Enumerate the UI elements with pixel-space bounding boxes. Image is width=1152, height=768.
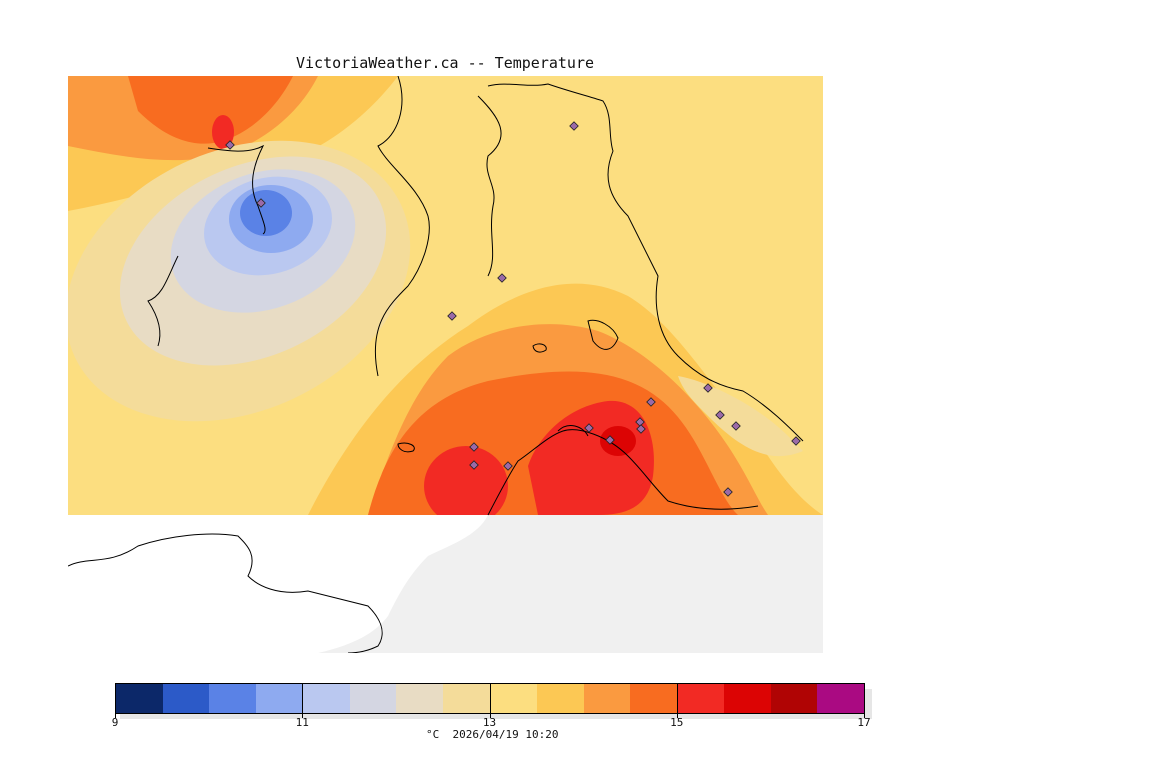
colorbar-swatch (630, 684, 677, 713)
map-svg (68, 76, 823, 653)
colorbar-swatch (676, 684, 725, 713)
colorbar-swatch (162, 684, 210, 713)
temperature-map[interactable] (68, 76, 823, 653)
station-marker[interactable] (569, 121, 579, 131)
colorbar-swatch (302, 684, 350, 713)
station-marker[interactable] (703, 383, 713, 393)
colorbar-tick-label: 17 (857, 716, 871, 729)
colorbar-swatch (537, 684, 584, 713)
colorbar-swatch (817, 684, 864, 713)
station-marker[interactable] (791, 436, 801, 446)
colorbar-tick-label: 9 (111, 716, 119, 729)
colorbar-tick (115, 714, 116, 718)
station-marker[interactable] (636, 424, 646, 434)
station-marker[interactable] (225, 140, 235, 150)
colorbar-tick-label: 11 (295, 716, 309, 729)
station-marker[interactable] (715, 410, 725, 420)
colorbar-tick-label: 13 (482, 716, 497, 729)
station-marker[interactable] (469, 460, 479, 470)
colorbar-swatch (396, 684, 443, 713)
station-marker[interactable] (469, 442, 479, 452)
no-data-land (68, 515, 488, 653)
colorbar-tick-label: 15 (670, 716, 684, 729)
chart-title: VictoriaWeather.ca -- Temperature (296, 54, 595, 72)
coastlines (147, 76, 804, 516)
colorbar-swatch (442, 684, 490, 713)
colorbar-swatch (583, 684, 631, 713)
station-marker[interactable] (646, 397, 656, 407)
colorbar-tick (302, 714, 304, 718)
colorbar-swatch (209, 684, 256, 713)
colorbar-swatch (116, 684, 163, 713)
colorbar-caption: °C 2026/04/19 10:20 (426, 728, 559, 741)
station-marker[interactable] (256, 198, 266, 208)
temperature-colorbar (115, 683, 865, 714)
temperature-field (68, 76, 823, 515)
colorbar-tick (489, 714, 491, 718)
station-marker[interactable] (723, 487, 733, 497)
colorbar-swatch (349, 684, 397, 713)
colorbar-tick (676, 714, 678, 718)
colorbar-swatch (770, 684, 818, 713)
station-marker[interactable] (635, 417, 645, 427)
station-marker[interactable] (584, 423, 594, 433)
colorbar-swatch (255, 684, 303, 713)
station-markers[interactable] (225, 121, 801, 497)
station-marker[interactable] (447, 311, 457, 321)
colorbar-swatch (724, 684, 771, 713)
station-marker[interactable] (731, 421, 741, 431)
station-marker[interactable] (497, 273, 507, 283)
station-marker[interactable] (605, 435, 615, 445)
colorbar-swatch (489, 684, 538, 713)
colorbar-tick (864, 714, 865, 718)
station-marker[interactable] (503, 461, 513, 471)
